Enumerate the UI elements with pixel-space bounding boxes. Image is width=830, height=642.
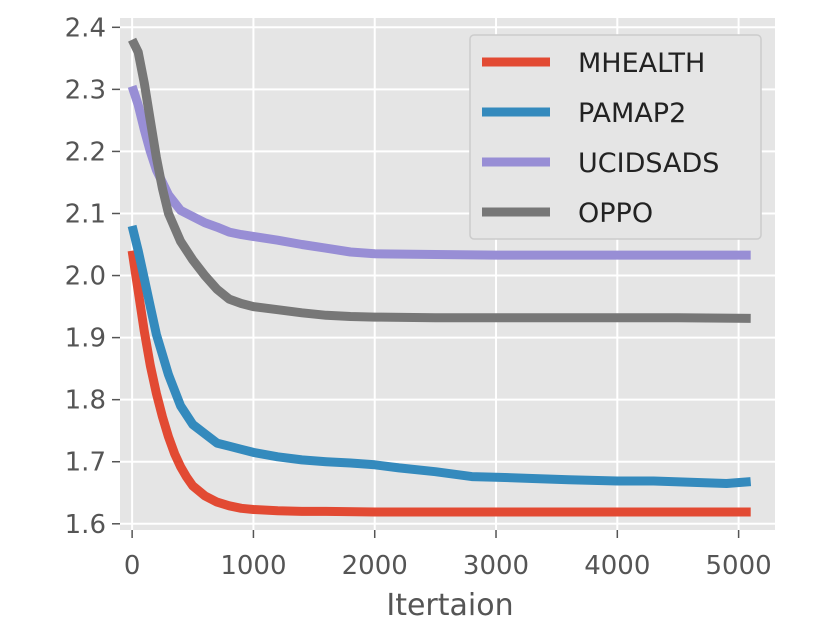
- series-line-oppo: [128, 37, 751, 323]
- y-axis: 1.6 1.7 1.8 1.9 2.0 2.1 2.2 2.3 2.4: [65, 13, 120, 540]
- legend-item: UCIDSADS: [482, 148, 719, 179]
- y-tick-label: 2.0: [65, 262, 106, 292]
- y-tick-label: 1.9: [65, 324, 106, 354]
- y-tick-label: 2.4: [65, 13, 106, 43]
- x-tick-label: 1000: [220, 551, 286, 581]
- x-axis: 0 1000 2000 3000 4000 5000: [124, 530, 772, 581]
- legend-item: MHEALTH: [482, 48, 705, 79]
- series-line-pamap2: [127, 224, 752, 488]
- y-tick-label: 2.2: [65, 137, 106, 167]
- legend-label: MHEALTH: [578, 48, 705, 79]
- y-tick-label: 1.8: [65, 386, 106, 416]
- x-tick-label: 4000: [584, 551, 650, 581]
- legend-item: PAMAP2: [482, 98, 686, 129]
- x-tick-label: 3000: [463, 551, 529, 581]
- y-tick-label: 2.1: [65, 199, 106, 229]
- x-tick-label: 0: [124, 551, 141, 581]
- series-line-mhealth: [127, 250, 751, 517]
- x-tick-label: 2000: [342, 551, 408, 581]
- legend-label: UCIDSADS: [578, 148, 719, 179]
- x-tick-label: 5000: [706, 551, 772, 581]
- legend-label: PAMAP2: [578, 98, 686, 129]
- legend-item: OPPO: [482, 198, 653, 229]
- series-layer: [127, 37, 752, 517]
- y-tick-label: 1.6: [65, 510, 106, 540]
- legend-box: [469, 34, 762, 240]
- x-axis-title: Itertaion: [386, 588, 513, 623]
- legend: MHEALTH PAMAP2 UCIDSADS OPPO: [469, 34, 762, 240]
- y-tick-label: 2.3: [65, 75, 106, 105]
- legend-label: OPPO: [578, 198, 653, 229]
- y-tick-label: 1.7: [65, 448, 106, 478]
